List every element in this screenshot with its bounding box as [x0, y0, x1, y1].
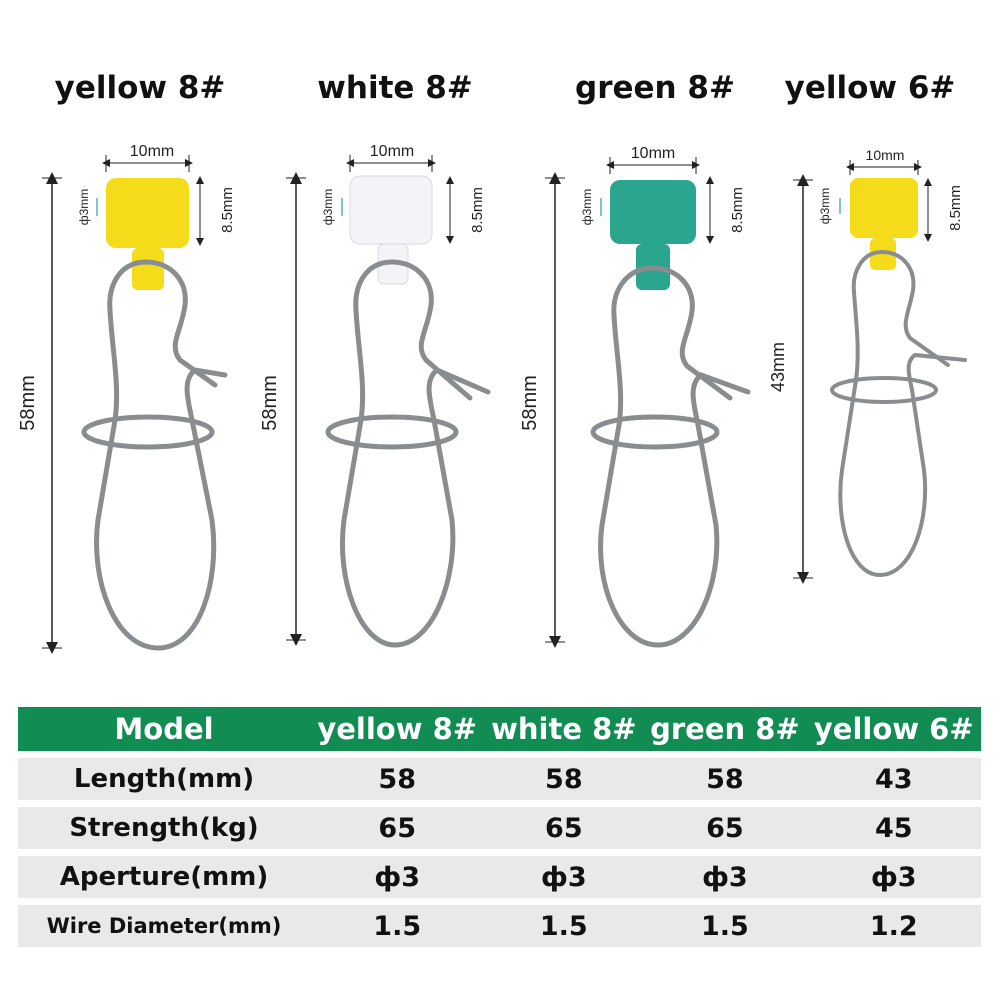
bead-width-label: 10mm [866, 147, 905, 163]
length-label: 43mm [768, 342, 788, 392]
table-row: Aperture(mm) ф3 ф3 ф3 ф3 [18, 856, 981, 898]
product-title-3: green 8# [575, 70, 735, 106]
bead-tab [132, 248, 164, 290]
length-label: 58mm [17, 375, 39, 431]
length-label: 58mm [259, 375, 281, 431]
table-row: Strength(kg) 65 65 65 45 [18, 807, 981, 849]
snap-product-2: 58mm 10mm ф3mm 8.5mm [259, 143, 491, 648]
hole-diameter-label: ф3mm [580, 189, 594, 226]
table-cell: 65 [310, 807, 485, 849]
product-title-2: white 8# [317, 70, 473, 106]
hole-diameter-label: ф3mm [321, 189, 335, 226]
bead-height-label: 8.5mm [947, 185, 964, 231]
row-label: Length(mm) [18, 758, 310, 800]
table-cell: 58 [310, 758, 485, 800]
bead-height-label: 8.5mm [729, 187, 746, 233]
bead-body [850, 178, 918, 238]
table-cell: ф3 [643, 856, 807, 898]
table-cell: 45 [806, 807, 981, 849]
table-row: Length(mm) 58 58 58 43 [18, 758, 981, 800]
table-cell: 58 [484, 758, 644, 800]
bead-width-label: 10mm [631, 145, 675, 162]
bead-width-label: 10mm [370, 143, 414, 160]
snap-wire [340, 259, 491, 648]
table-cell: ф3 [484, 856, 644, 898]
bead-width-label: 10mm [130, 143, 174, 160]
bead-height-label: 8.5mm [219, 187, 236, 233]
header-cell: white 8# [484, 707, 644, 751]
table-cell: 1.2 [806, 905, 981, 947]
table-row: Wire Diameter(mm) 1.5 1.5 1.5 1.2 [18, 905, 981, 947]
bead-body [349, 175, 433, 245]
table-cell: 1.5 [643, 905, 807, 947]
bead-body [106, 178, 189, 248]
product-title-1: yellow 8# [54, 70, 226, 106]
hole-diameter-label: ф3mm [77, 189, 91, 226]
table-cell: 65 [643, 807, 807, 849]
header-cell: yellow 8# [310, 707, 485, 751]
table-header-row: Model yellow 8# white 8# green 8# yellow… [18, 707, 981, 751]
table-cell: 1.5 [310, 905, 485, 947]
table-cell: 58 [643, 758, 807, 800]
row-label: Wire Diameter(mm) [18, 905, 310, 947]
product-title-4: yellow 6# [784, 70, 956, 106]
snap-product-1: 58mm 10mm ф3mm 8.5mm [17, 143, 236, 654]
snap-product-3: 58mm 10mm ф3mm 8.5mm [519, 145, 751, 648]
hole-diameter-label: ф3mm [818, 188, 832, 225]
table-cell: 43 [806, 758, 981, 800]
product-illustrations: 58mm 10mm ф3mm 8.5mm 58mm 10mm ф3mm 8.5m… [17, 143, 967, 654]
header-cell: yellow 6# [806, 707, 981, 751]
header-cell: green 8# [643, 707, 807, 751]
snap-wire [94, 259, 228, 651]
table-cell: 1.5 [484, 905, 644, 947]
specification-table: Model yellow 8# white 8# green 8# yellow… [18, 700, 981, 954]
header-cell-model: Model [18, 707, 310, 751]
bead-body [610, 180, 696, 244]
length-label: 58mm [519, 375, 541, 431]
snap-product-4: 43mm 10mm ф3mm 8.5mm [768, 147, 967, 584]
table-cell: ф3 [806, 856, 981, 898]
bead-height-label: 8.5mm [469, 187, 486, 233]
table-cell: 65 [484, 807, 644, 849]
snap-wire [838, 250, 967, 578]
snap-wire [598, 265, 751, 648]
row-label: Strength(kg) [18, 807, 310, 849]
table-cell: ф3 [310, 856, 485, 898]
row-label: Aperture(mm) [18, 856, 310, 898]
